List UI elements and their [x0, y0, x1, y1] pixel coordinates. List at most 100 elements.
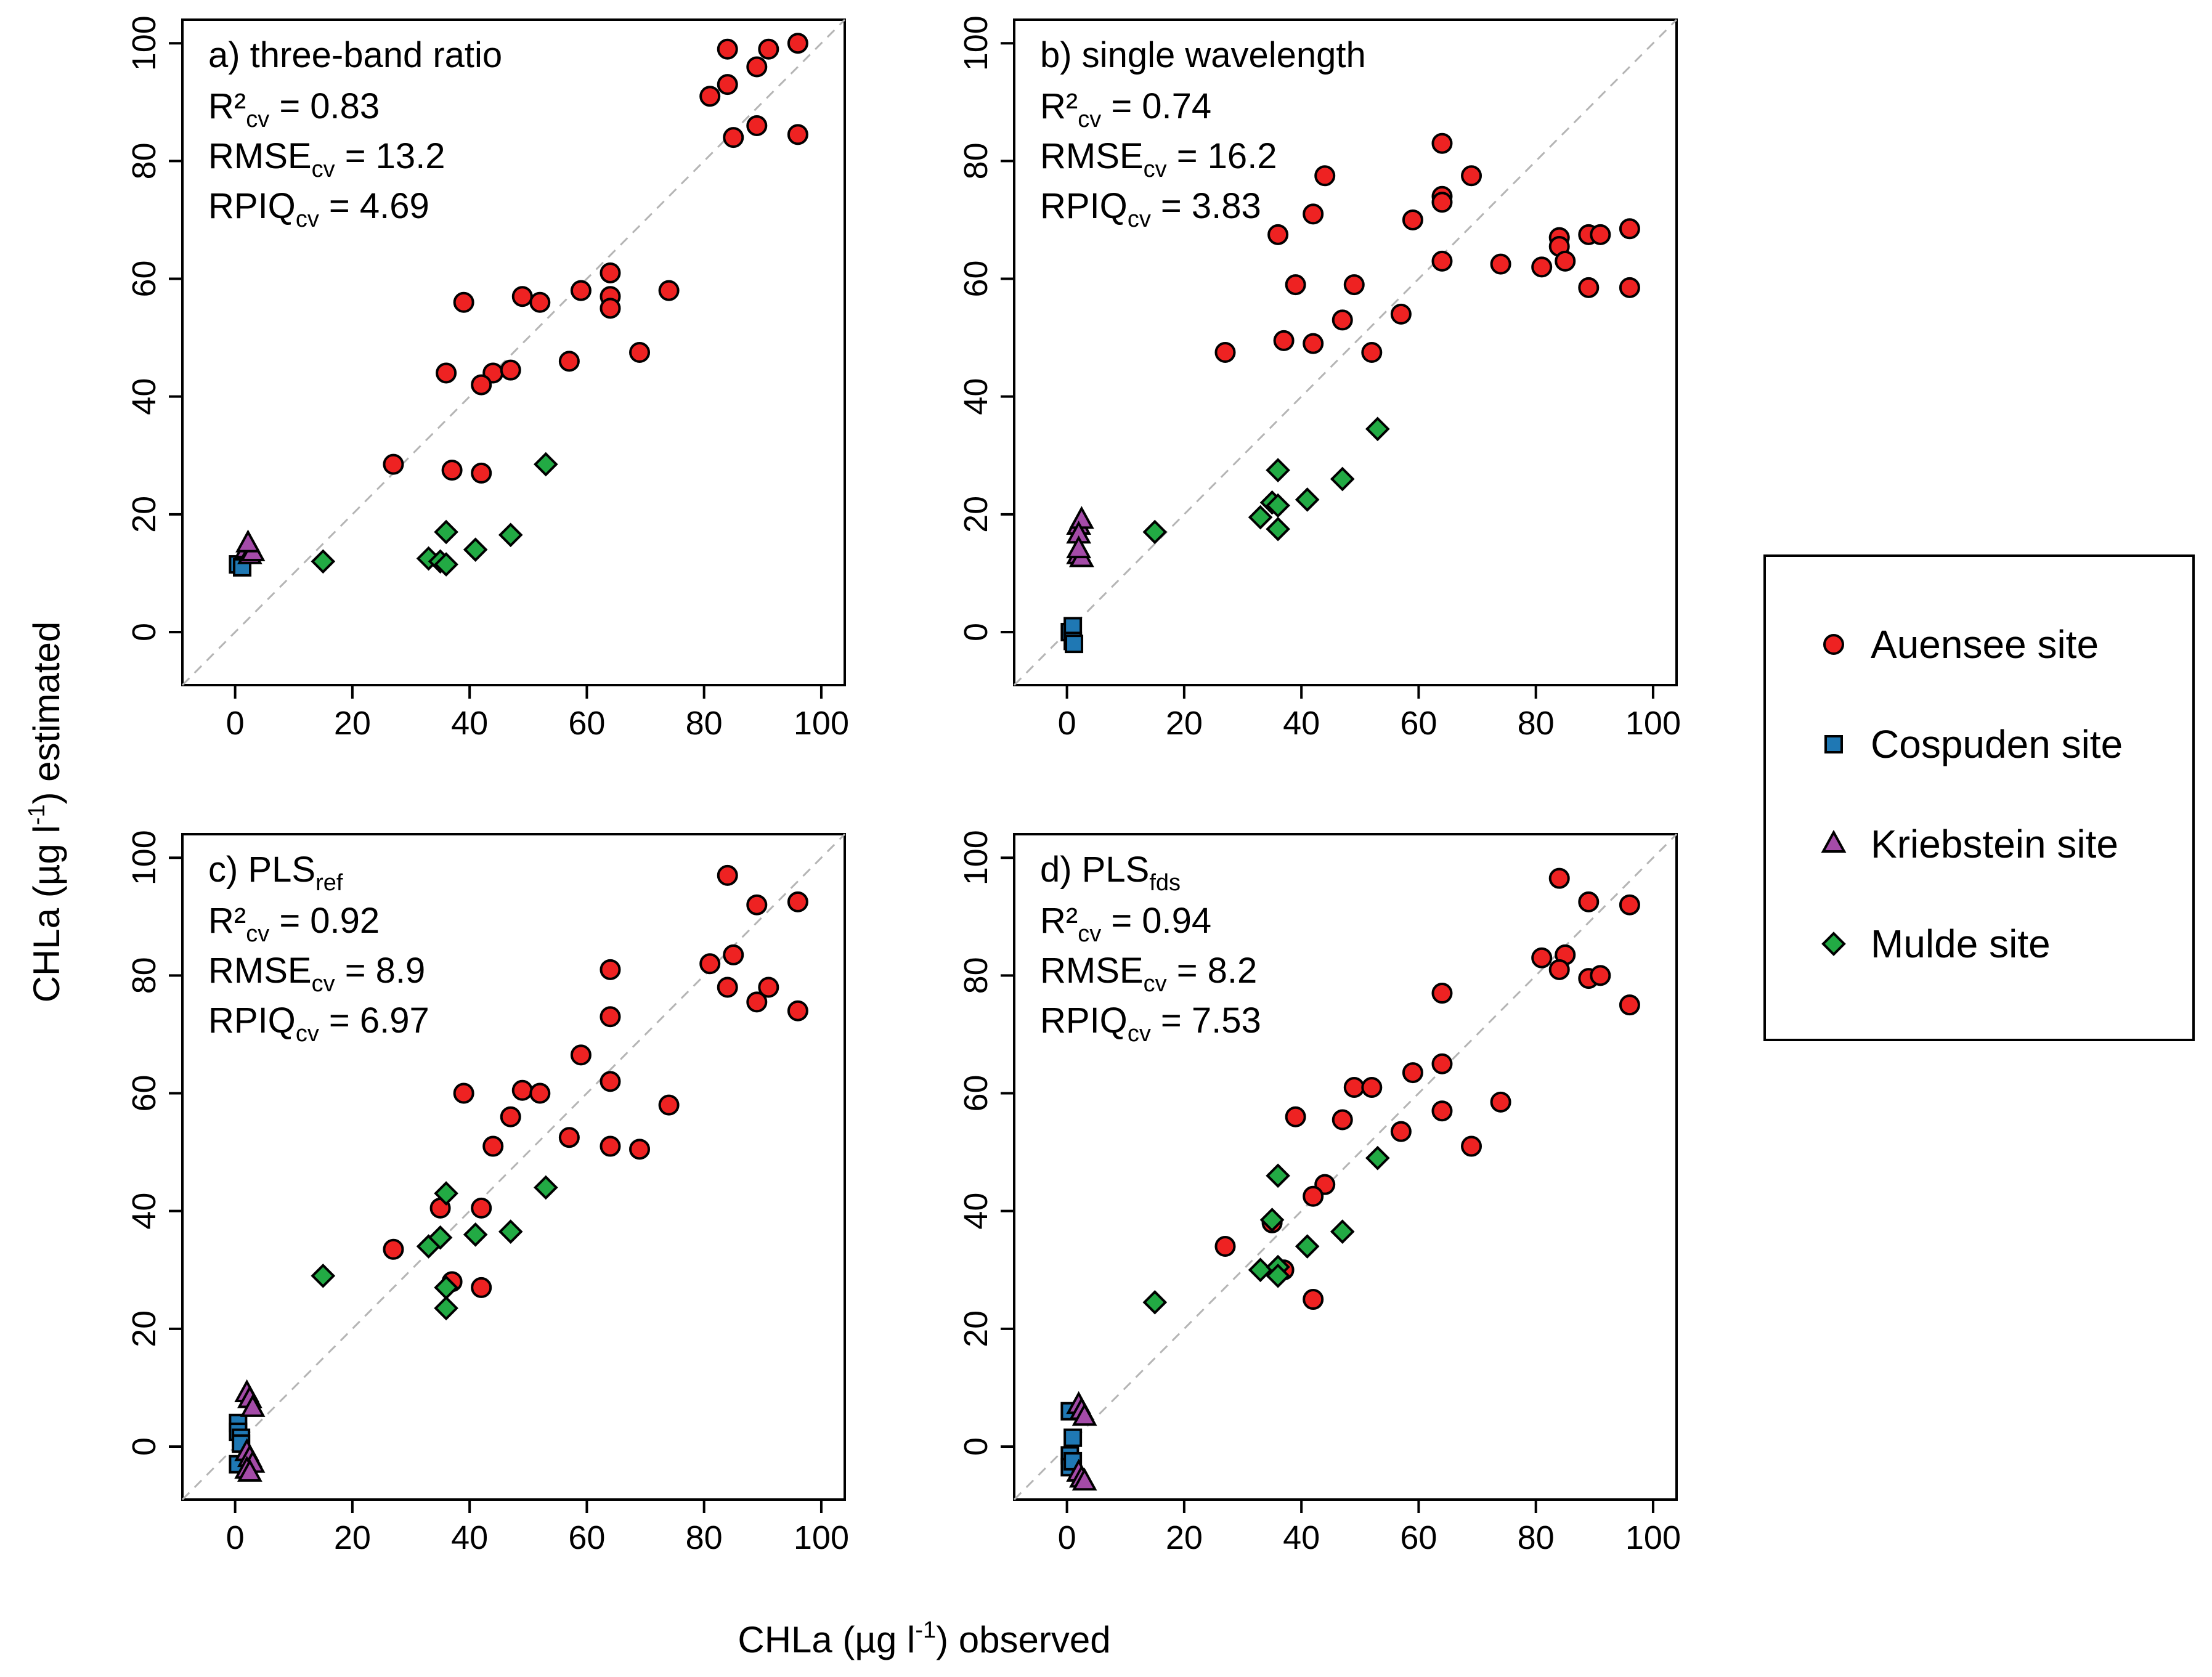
- data-point: [1295, 487, 1320, 512]
- series-kriebstein: [234, 529, 266, 564]
- y-tick-label: 60: [958, 1074, 994, 1111]
- series-auensee: [1214, 132, 1640, 363]
- data-point: [383, 1238, 404, 1260]
- legend-marker: [1821, 932, 1846, 956]
- data-point: [629, 1139, 651, 1160]
- y-tick-label: 20: [126, 496, 163, 533]
- identity-line: [1013, 18, 1678, 686]
- data-point: [1619, 218, 1640, 240]
- legend: Auensee site Cospuden site Kriebstein site…: [1763, 554, 2195, 1041]
- data-point: [1332, 309, 1353, 331]
- data-point: [311, 549, 336, 574]
- data-point: [240, 1394, 266, 1417]
- series-auensee: [383, 33, 808, 484]
- data-point: [1332, 1109, 1353, 1131]
- y-tick-label: 0: [126, 1437, 163, 1456]
- data-point: [558, 1127, 580, 1148]
- x-tick-label: 0: [226, 1519, 245, 1556]
- data-point: [1214, 1236, 1236, 1257]
- legend-marker: [1823, 634, 1844, 655]
- x-tick-label: 20: [1166, 1519, 1203, 1556]
- data-point: [511, 1079, 533, 1101]
- data-point: [1214, 342, 1236, 363]
- data-point: [746, 894, 768, 916]
- y-tick-label: 100: [126, 830, 163, 885]
- data-point: [600, 1135, 621, 1157]
- data-point: [1303, 333, 1324, 354]
- data-point: [1285, 1106, 1306, 1127]
- data-point: [1303, 1185, 1324, 1207]
- panel-title: b) single wavelength: [1040, 35, 1366, 75]
- x-axis-title: CHLa (µg l-1) observed: [738, 1617, 1110, 1660]
- data-point: [1402, 1062, 1423, 1084]
- legend-marker: [1821, 829, 1847, 853]
- data-point: [570, 280, 592, 301]
- x-tick-label: 40: [1283, 705, 1320, 742]
- data-point: [570, 1044, 592, 1066]
- data-point: [436, 362, 457, 384]
- data-point: [699, 86, 721, 107]
- x-tick-label: 40: [1283, 1519, 1320, 1556]
- panel-title: c) PLSref: [208, 850, 343, 896]
- data-point: [1285, 274, 1306, 296]
- data-point: [533, 452, 558, 477]
- data-point: [1142, 1289, 1168, 1315]
- data-point: [1343, 1076, 1365, 1098]
- data-point: [1266, 516, 1290, 542]
- data-point: [1390, 303, 1412, 325]
- y-tick-label: 100: [958, 830, 994, 885]
- data-point: [453, 1082, 474, 1104]
- panel-stat: RPIQcv = 4.69: [208, 186, 429, 232]
- series-mulde: [311, 452, 558, 577]
- data-point: [383, 453, 404, 475]
- y-tick-label: 100: [126, 15, 163, 71]
- x-tick-label: 60: [1400, 705, 1437, 742]
- data-point: [482, 1135, 504, 1157]
- data-point: [723, 944, 744, 965]
- data-point: [1531, 947, 1553, 968]
- data-point: [434, 552, 458, 577]
- x-tick-label: 0: [1058, 705, 1076, 742]
- data-point: [1461, 1135, 1482, 1157]
- data-point: [658, 1094, 680, 1116]
- data-point: [1490, 253, 1511, 275]
- data-point: [1548, 867, 1570, 889]
- data-point: [1431, 1100, 1453, 1122]
- data-point: [1619, 894, 1640, 916]
- data-point: [471, 1197, 492, 1219]
- data-point: [1361, 342, 1383, 363]
- data-point: [1330, 466, 1355, 492]
- data-point: [600, 959, 621, 980]
- x-tick-label: 60: [568, 705, 605, 742]
- x-tick-label: 20: [334, 705, 371, 742]
- data-point: [1402, 209, 1423, 230]
- legend-item: Mulde site: [1821, 922, 2051, 966]
- plot-frame: [181, 833, 846, 1501]
- data-point: [717, 74, 738, 95]
- data-point: [1548, 959, 1570, 980]
- data-point: [533, 1175, 558, 1200]
- y-tick-label: 80: [126, 957, 163, 994]
- y-tick-label: 80: [126, 142, 163, 179]
- y-tick-label: 40: [958, 378, 994, 415]
- data-point: [600, 1006, 621, 1028]
- data-point: [1267, 224, 1289, 245]
- data-point: [1303, 1289, 1324, 1310]
- data-point: [1578, 891, 1600, 912]
- panel-stat: RMSEcv = 8.2: [1040, 951, 1257, 997]
- data-point: [1071, 1403, 1097, 1426]
- legend-label: Auensee site: [1871, 622, 2099, 667]
- data-point: [1431, 250, 1453, 272]
- data-point: [529, 1082, 551, 1104]
- y-tick-label: 40: [126, 1193, 163, 1230]
- x-tick-label: 80: [1518, 1519, 1555, 1556]
- data-point: [1365, 1145, 1390, 1171]
- series-cospuden: [229, 555, 252, 577]
- data-point: [787, 124, 808, 145]
- panel-title: d) PLSfds: [1040, 850, 1181, 896]
- data-point: [1273, 330, 1295, 351]
- y-tick-label: 60: [126, 260, 163, 297]
- x-tick-label: 100: [794, 705, 849, 742]
- data-point: [1248, 505, 1273, 530]
- y-tick-label: 0: [958, 623, 994, 641]
